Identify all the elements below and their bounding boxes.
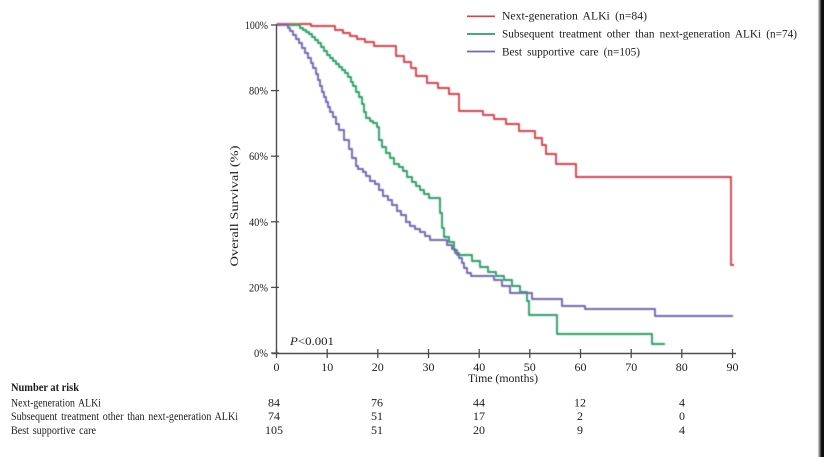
svg-text:40%: 40% <box>249 215 268 229</box>
svg-text:4: 4 <box>679 423 685 437</box>
svg-text:70: 70 <box>625 360 637 374</box>
svg-text:40: 40 <box>473 360 485 374</box>
svg-text:20%: 20% <box>249 280 268 294</box>
svg-text:Next-generation ALKi (n=84): Next-generation ALKi (n=84) <box>502 9 647 23</box>
svg-text:30: 30 <box>423 360 435 374</box>
svg-text:4: 4 <box>679 396 685 410</box>
svg-text:0%: 0% <box>254 346 268 360</box>
svg-text:80: 80 <box>676 360 688 374</box>
svg-text:51: 51 <box>371 409 383 423</box>
svg-text:105: 105 <box>265 423 283 437</box>
svg-text:90: 90 <box>727 360 739 374</box>
svg-text:Time (months): Time (months) <box>468 371 538 385</box>
svg-text:10: 10 <box>321 360 333 374</box>
svg-text:80%: 80% <box>249 84 268 98</box>
svg-text:0: 0 <box>274 360 280 374</box>
svg-text:2: 2 <box>577 409 583 423</box>
svg-text:Subsequent treatment other tha: Subsequent treatment other than next-gen… <box>502 27 797 41</box>
svg-text:Next-generation ALKi: Next-generation ALKi <box>11 396 102 410</box>
svg-text:P<0.001: P<0.001 <box>289 334 334 348</box>
svg-text:20: 20 <box>372 360 384 374</box>
svg-text:74: 74 <box>268 409 280 423</box>
svg-text:20: 20 <box>473 423 485 437</box>
svg-text:44: 44 <box>473 396 485 410</box>
svg-text:51: 51 <box>371 423 383 437</box>
svg-text:60%: 60% <box>249 149 268 163</box>
svg-text:Best supportive care (n=105): Best supportive care (n=105) <box>502 45 640 59</box>
svg-text:17: 17 <box>473 409 485 423</box>
svg-text:12: 12 <box>574 396 586 410</box>
svg-text:50: 50 <box>524 360 536 374</box>
svg-text:Number at risk: Number at risk <box>11 380 79 394</box>
svg-text:Best supportive care: Best supportive care <box>11 423 96 437</box>
svg-text:76: 76 <box>371 396 383 410</box>
svg-text:0: 0 <box>679 409 685 423</box>
svg-text:Subsequent treatment other tha: Subsequent treatment other than next-gen… <box>11 409 239 423</box>
svg-text:84: 84 <box>268 396 280 410</box>
svg-text:Overall Survival (%): Overall Survival (%) <box>227 146 241 267</box>
svg-text:100%: 100% <box>245 18 268 32</box>
svg-text:9: 9 <box>577 423 583 437</box>
svg-text:60: 60 <box>575 360 587 374</box>
